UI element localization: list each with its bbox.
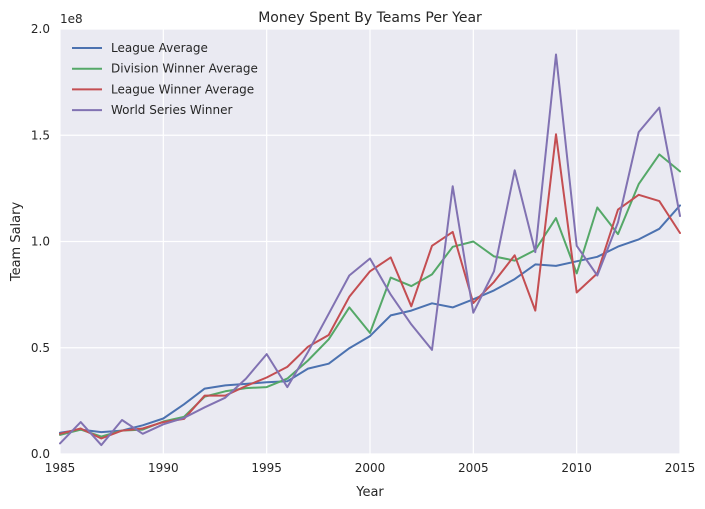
x-tick-label: 2000 [355,461,386,475]
y-axis-label: Team Salary [9,202,24,283]
x-axis-label: Year [355,485,384,500]
legend-label-league-average: League Average [111,41,208,55]
series-line-league-winner-average [59,133,681,440]
x-tick-label: 2005 [458,461,489,475]
tick-layer: 1985 1990 1995 2000 2005 2010 2015 0.0 0.5 1.0 1.5… [31,22,695,475]
legend-label-division-winner-average: Division Winner Average [111,62,258,76]
x-tick-label: 2010 [561,461,592,475]
x-tick-label: 1985 [45,461,76,475]
y-tick-label: 2.0 [31,22,50,36]
y-tick-label: 1.5 [31,128,50,142]
x-tick-label: 1990 [148,461,179,475]
legend: League Average Division Winner Average Lea… [72,41,258,117]
y-tick-label: 0.5 [31,341,50,355]
legend-label-world-series-winner: World Series Winner [111,103,232,117]
x-tick-label: 2015 [665,461,696,475]
x-tick-label: 1995 [251,461,282,475]
chart-title: Money Spent By Teams Per Year [258,10,482,26]
y-offset-text: 1e8 [60,12,83,26]
series-line-league-average [59,204,681,434]
y-tick-label: 1.0 [31,235,50,249]
series-line-world-series-winner [59,53,681,447]
legend-label-league-winner-average: League Winner Average [111,82,254,96]
series-layer [59,53,681,447]
y-tick-label: 0.0 [31,447,50,461]
